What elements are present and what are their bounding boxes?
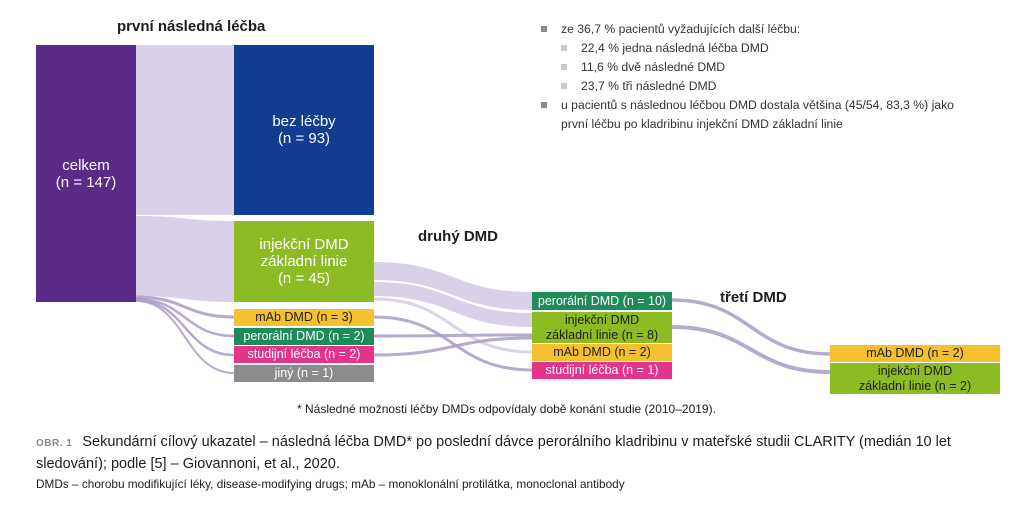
node-blocks	[36, 45, 1000, 394]
flow-mab-to-study	[373, 315, 533, 372]
node-injectable-third-line2: základní linie (n = 2)	[858, 378, 972, 393]
flow-injectable-to-injectable-third	[671, 325, 831, 374]
node-no-treatment-label: bez léčby	[272, 113, 336, 130]
node-mab-third: mAb DMD (n = 2)	[866, 346, 964, 360]
flow-links	[135, 45, 831, 374]
node-injectable-first-count: (n = 45)	[277, 270, 331, 287]
notes-list: ze 36,7 % pacientů vyžadujících další lé…	[541, 20, 1021, 134]
note-item: u pacientů s následnou léčbou DMD dostal…	[541, 96, 1021, 134]
node-injectable-first-line2: základní linie	[260, 253, 348, 270]
node-no-treatment-block	[234, 45, 374, 215]
note-subitem: 22,4 % jedna následná léčba DMD	[541, 39, 1021, 58]
node-injectable-third-block	[830, 363, 1000, 394]
node-mab-first: mAb DMD (n = 3)	[255, 310, 353, 324]
node-mab-second-block	[532, 344, 672, 361]
figure-caption: OBR. 1 Sekundární cílový ukazatel – násle…	[36, 432, 1011, 474]
bullet-square-icon	[561, 45, 567, 51]
note-text: ze 36,7 % pacientů vyžadujících další lé…	[561, 22, 801, 36]
note-text-line2: první léčbu po kladribinu injekční DMD z…	[561, 117, 843, 131]
flow-study-to-injectable	[373, 336, 533, 357]
node-injectable-third-line1: injekční DMD	[877, 363, 953, 378]
flow-to-no-treatment	[136, 45, 234, 215]
node-mab-second: mAb DMD (n = 2)	[553, 345, 651, 359]
node-mab-first-block	[234, 309, 374, 326]
caption-text: Sekundární cílový ukazatel – následná lé…	[36, 434, 951, 472]
node-no-treatment-count: (n = 93)	[277, 130, 331, 147]
note-text-line1: u pacientů s následnou léčbou DMD dostal…	[561, 98, 954, 112]
figure-label: OBR. 1	[36, 438, 73, 449]
flow-injectable-to-mab	[373, 297, 533, 354]
node-oral-first-block	[234, 328, 374, 345]
flow-to-other-first	[135, 300, 235, 374]
flow-oral-to-mab-third	[671, 298, 831, 356]
node-oral-first: perorální DMD (n = 2)	[243, 329, 365, 343]
node-injectable-second-block	[532, 312, 672, 343]
flow-injectable-to-oral	[374, 262, 532, 310]
node-study-first: studijní léčba (n = 2)	[247, 347, 361, 361]
note-subtext: 22,4 % jedna následná léčba DMD	[581, 41, 769, 55]
flow-oral-to-injectable	[373, 333, 533, 338]
bullet-square-icon	[541, 26, 547, 32]
node-study-second: studijní léčba (n = 1)	[545, 363, 659, 377]
note-item: ze 36,7 % pacientů vyžadujících další lé…	[541, 20, 1021, 39]
node-other-first-block	[234, 365, 374, 382]
column-header-third: třetí DMD	[720, 289, 787, 306]
node-injectable-first-line1: injekční DMD	[259, 236, 349, 253]
node-total-label: celkem	[62, 156, 110, 174]
node-mab-third-block	[830, 345, 1000, 362]
node-injectable-first-block	[234, 221, 374, 302]
note-subtext: 11,6 % dvě následné DMD	[581, 60, 726, 74]
node-injectable-second: injekční DMD základní linie (n = 8)	[532, 312, 672, 343]
node-no-treatment: bez léčby (n = 93)	[234, 45, 374, 215]
flow-injectable-to-injectable	[374, 282, 532, 327]
flow-to-injectable-first	[136, 216, 234, 302]
bullet-square-icon	[561, 64, 567, 70]
bullet-square-icon	[541, 102, 547, 108]
node-injectable-first: injekční DMD základní linie (n = 45)	[234, 221, 374, 302]
note-subtext: 23,7 % tři následné DMD	[581, 79, 717, 93]
node-injectable-third: injekční DMD základní linie (n = 2)	[830, 363, 1000, 394]
node-injectable-second-line2: základní linie (n = 8)	[545, 327, 659, 342]
node-total-block	[36, 45, 136, 302]
flow-to-oral-first	[135, 297, 235, 338]
flow-to-study-first	[135, 298, 235, 357]
column-header-second: druhý DMD	[418, 228, 498, 245]
node-study-second-block	[532, 362, 672, 379]
node-total-count: (n = 147)	[55, 173, 117, 191]
node-other-first: jiný (n = 1)	[274, 366, 334, 380]
node-injectable-second-line1: injekční DMD	[564, 312, 640, 327]
bullet-square-icon	[561, 83, 567, 89]
node-total: celkem (n = 147)	[36, 45, 136, 302]
flow-to-mab-first	[135, 295, 235, 319]
column-header-first: první následná léčba	[117, 18, 266, 35]
note-subitem: 11,6 % dvě následné DMD	[541, 58, 1021, 77]
footnote: * Následné možnosti léčby DMDs odpovídal…	[297, 402, 716, 416]
abbreviations: DMDs – chorobu modifikující léky, diseas…	[36, 477, 625, 491]
node-oral-second: perorální DMD (n = 10)	[537, 293, 667, 308]
node-study-first-block	[234, 346, 374, 363]
note-subitem: 23,7 % tři následné DMD	[541, 77, 1021, 96]
node-oral-second-block	[532, 292, 672, 310]
